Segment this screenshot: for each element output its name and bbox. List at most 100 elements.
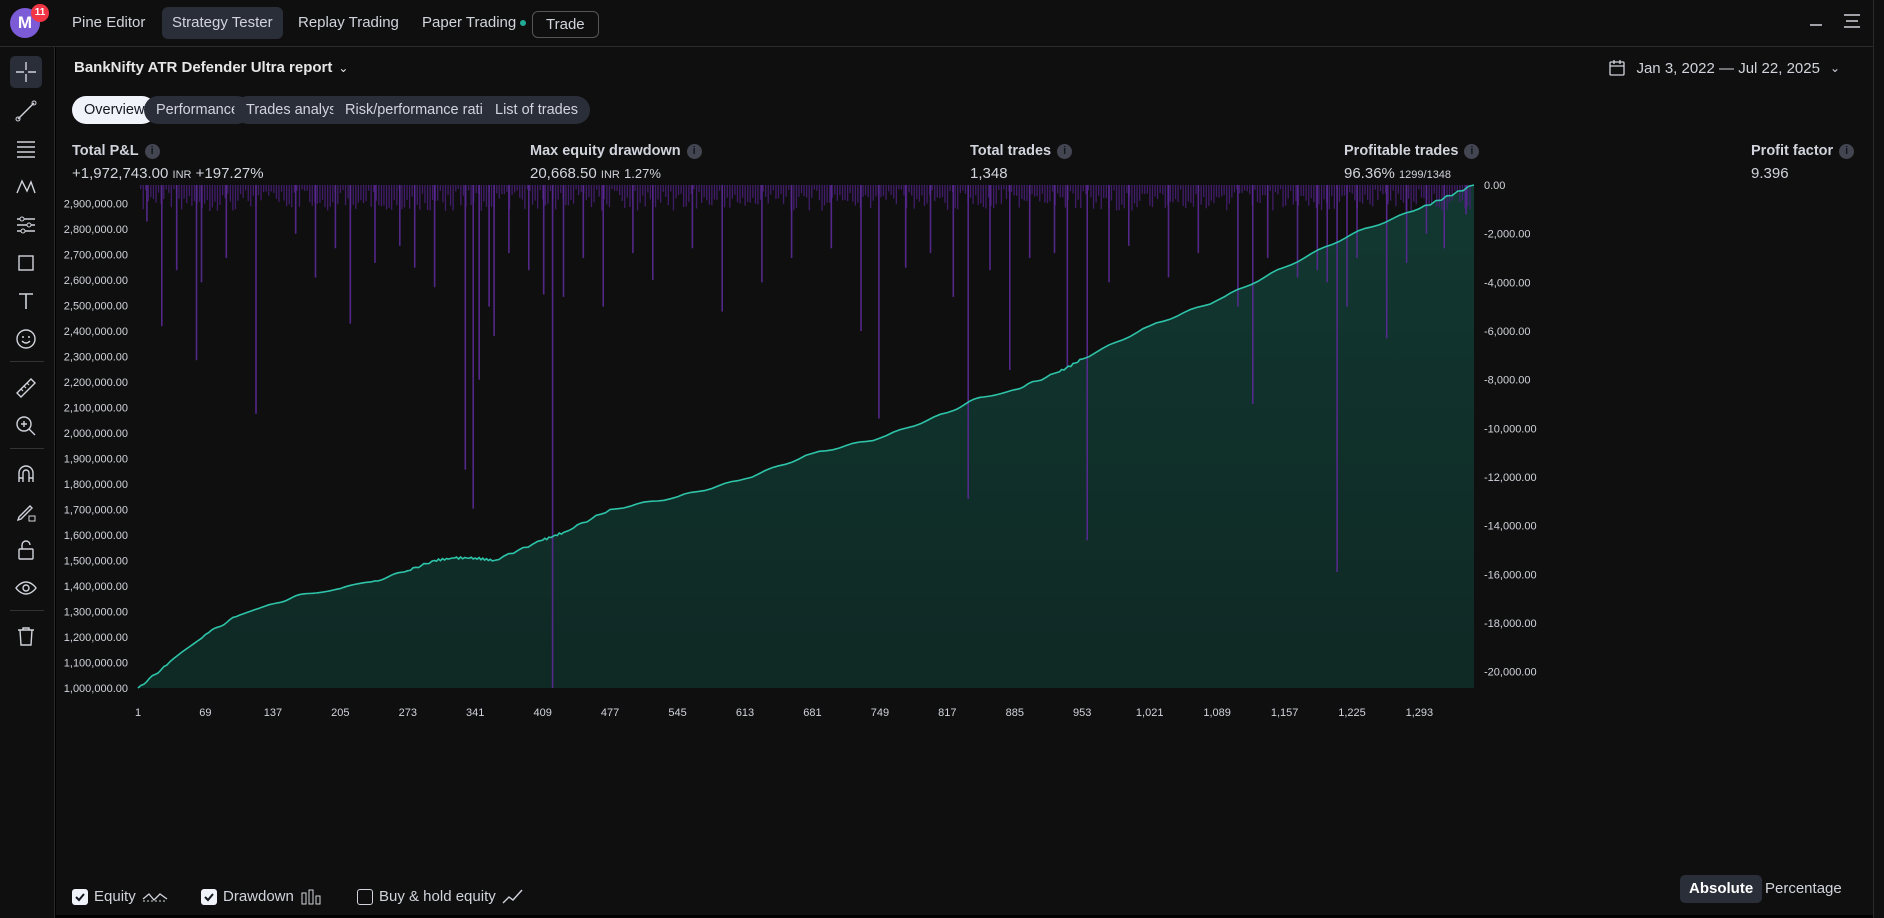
shapes-icon[interactable] — [10, 247, 42, 279]
zoom-in-icon[interactable] — [10, 410, 42, 442]
equity-drawdown-chart[interactable]: 1,000,000.00 1,100,000.00 1,200,000.00 1,30… — [56, 47, 1874, 915]
info-icon[interactable]: i — [686, 143, 702, 159]
drawdown-bar — [380, 185, 383, 207]
drawdown-bar — [1131, 185, 1133, 211]
drawdown-bar — [1053, 185, 1056, 254]
drawdown-bar — [975, 185, 977, 196]
emoji-icon[interactable] — [10, 323, 42, 355]
drawdown-bar — [421, 185, 424, 194]
minimize-icon[interactable] — [1808, 12, 1824, 33]
user-avatar[interactable]: M 11 — [10, 4, 49, 38]
text-icon[interactable] — [10, 285, 42, 317]
drawdown-bar — [969, 185, 972, 198]
unlock-icon[interactable] — [10, 534, 42, 566]
drawdown-bar — [1231, 185, 1233, 198]
tab-performance[interactable]: Performance — [144, 96, 252, 124]
drawdown-bar — [708, 185, 710, 205]
lock-drawing-icon[interactable] — [10, 496, 42, 528]
drawdown-bar — [247, 185, 249, 201]
drawdown-bar — [1256, 185, 1259, 202]
drawdown-bar — [1469, 185, 1471, 209]
drawdown-bar — [146, 185, 148, 222]
drawdown-bar — [557, 185, 559, 200]
drawdown-bar — [195, 185, 198, 361]
drawdown-bar — [1064, 185, 1066, 208]
info-icon[interactable]: i — [144, 143, 160, 159]
drawdown-bar — [1177, 185, 1179, 202]
legend-equity[interactable]: Equity — [72, 888, 168, 905]
percentage-toggle[interactable]: Percentage — [1765, 880, 1842, 897]
drawdown-bar — [1418, 185, 1420, 190]
crosshair-icon[interactable] — [10, 56, 42, 88]
trade-button[interactable]: Trade — [532, 11, 599, 38]
drawdown-bar — [790, 185, 793, 258]
drawdown-bar — [1351, 185, 1353, 194]
ruler-icon[interactable] — [10, 372, 42, 404]
drawdown-bar — [560, 185, 562, 193]
tab-strategy-tester[interactable]: Strategy Tester — [162, 7, 283, 39]
checkbox-checked[interactable] — [201, 888, 217, 905]
prediction-tools-icon[interactable] — [10, 209, 42, 241]
legend-buy-hold-equity[interactable]: Buy & hold equity — [357, 888, 524, 905]
drawdown-bar — [1185, 185, 1187, 208]
drawdown-bar — [314, 185, 317, 278]
info-icon[interactable]: i — [1464, 143, 1480, 159]
x-tick-label: 613 — [736, 707, 754, 719]
drawdown-bar — [200, 185, 203, 283]
info-icon[interactable]: i — [1057, 143, 1073, 159]
info-icon[interactable]: i — [1839, 143, 1855, 159]
tab-list-of-trades[interactable]: List of trades — [483, 96, 591, 124]
tab-risk-performance-ratios[interactable]: Risk/performance ratios — [333, 96, 511, 124]
maximize-panel-icon[interactable] — [1842, 12, 1862, 35]
drawdown-bar — [952, 185, 955, 297]
drawdown-bar — [1149, 185, 1151, 206]
drawdown-bar — [1359, 185, 1361, 202]
drawdown-bar — [818, 185, 821, 201]
legend-drawdown[interactable]: Drawdown — [201, 888, 322, 905]
x-tick-label: 1,225 — [1338, 707, 1366, 719]
date-range-selector[interactable]: Jan 3, 2022 — Jul 22, 2025 ⌄ — [1608, 59, 1840, 77]
drawdown-bar — [186, 185, 188, 204]
drawdown-bar — [506, 185, 508, 192]
drawdown-bar — [1465, 185, 1467, 215]
checkbox-unchecked[interactable] — [357, 888, 373, 905]
drawdown-bar — [1315, 185, 1317, 208]
drawdown-bar — [616, 185, 618, 192]
checkbox-checked[interactable] — [72, 888, 88, 905]
drawdown-bar — [270, 185, 272, 192]
drawdown-bar — [1110, 185, 1113, 201]
tab-replay-trading[interactable]: Replay Trading — [298, 14, 399, 31]
report-title-dropdown[interactable]: BankNifty ATR Defender Ultra report ⌄ — [74, 59, 348, 76]
drawdown-bar — [225, 185, 228, 258]
legend-label: Buy & hold equity — [379, 888, 496, 905]
eye-icon[interactable] — [10, 572, 42, 604]
y-tick-label: 2,200,000.00 — [64, 377, 128, 389]
drawdown-bar — [1413, 185, 1415, 202]
drawdown-bar — [183, 185, 185, 199]
drawdown-bar — [209, 185, 211, 211]
tab-paper-trading[interactable]: Paper Trading — [412, 7, 536, 39]
fib-retracement-icon[interactable] — [10, 133, 42, 165]
drawdown-bar — [1021, 185, 1023, 199]
magnet-icon[interactable] — [10, 458, 42, 490]
tab-overview[interactable]: Overview — [72, 96, 157, 124]
drawdown-bar — [1080, 185, 1082, 208]
drawdown-bar — [900, 185, 903, 190]
tab-pine-editor[interactable]: Pine Editor — [72, 14, 146, 31]
pattern-icon[interactable] — [10, 171, 42, 203]
absolute-toggle[interactable]: Absolute — [1680, 875, 1763, 903]
drawdown-bar — [375, 185, 377, 201]
drawdown-bar — [929, 185, 932, 254]
drawdown-bar — [1218, 185, 1220, 198]
drawdown-bar — [1390, 185, 1392, 201]
drawdown-bar — [416, 185, 418, 205]
drawdown-bar — [649, 185, 651, 200]
drawdown-bar — [288, 185, 290, 205]
trend-line-icon[interactable] — [10, 95, 42, 127]
drawdown-bar — [957, 185, 959, 210]
drawdown-bar — [1384, 185, 1387, 194]
drawdown-bar — [191, 185, 193, 206]
drawdown-bar — [683, 185, 685, 207]
drawdown-bar — [1308, 185, 1310, 206]
trash-icon[interactable] — [10, 620, 42, 652]
